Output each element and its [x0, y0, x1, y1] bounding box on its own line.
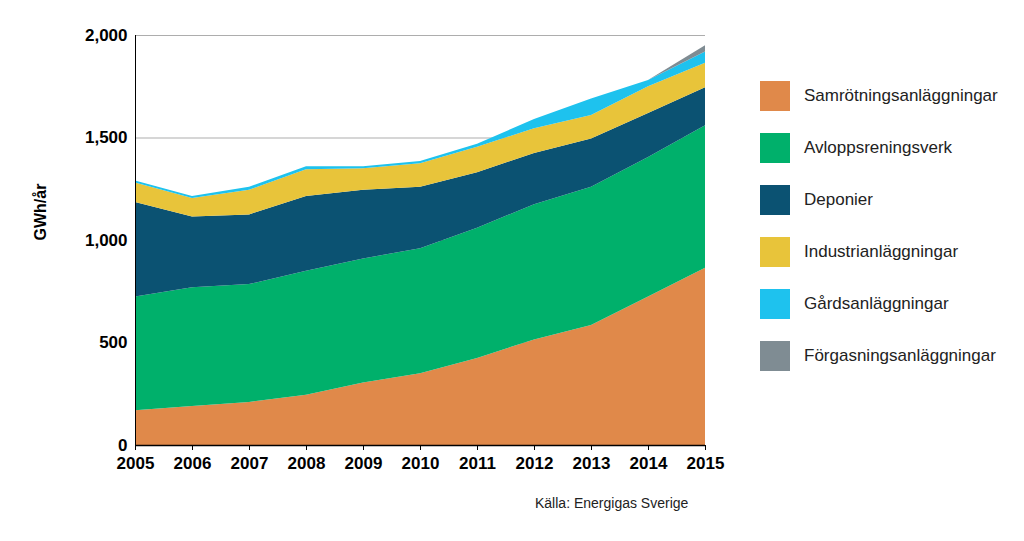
svg-text:GWh/år: GWh/år: [32, 184, 49, 241]
svg-text:500: 500: [99, 333, 127, 352]
svg-text:1,500: 1,500: [85, 128, 128, 147]
svg-text:2010: 2010: [402, 454, 440, 473]
svg-text:2015: 2015: [687, 454, 725, 473]
svg-text:2007: 2007: [231, 454, 269, 473]
svg-text:2,000: 2,000: [85, 26, 128, 45]
svg-text:0: 0: [118, 436, 127, 455]
svg-text:2006: 2006: [174, 454, 212, 473]
svg-text:1,000: 1,000: [85, 231, 128, 250]
html-text:Samrötningsanläggningar: Samrötningsanläggningar: [804, 86, 998, 105]
svg-text:2011: 2011: [459, 454, 496, 473]
svg-text:2005: 2005: [117, 454, 155, 473]
svg-text:2012: 2012: [516, 454, 554, 473]
html-text:Deponier: Deponier: [804, 190, 873, 209]
svg-text:2013: 2013: [573, 454, 611, 473]
html-text:Industrianläggningar: Industrianläggningar: [804, 242, 959, 261]
svg-text:2008: 2008: [288, 454, 326, 473]
html-text:Gårdsanläggningar: Gårdsanläggningar: [804, 294, 949, 313]
html-text:Förgasningsanläggningar: Förgasningsanläggningar: [804, 346, 996, 365]
html-text:Avloppsreningsverk: Avloppsreningsverk: [804, 138, 952, 157]
svg-text:2014: 2014: [630, 454, 668, 473]
html-text:Källa: Energigas Sverige: Källa: Energigas Sverige: [535, 495, 689, 511]
svg-text:2009: 2009: [345, 454, 383, 473]
